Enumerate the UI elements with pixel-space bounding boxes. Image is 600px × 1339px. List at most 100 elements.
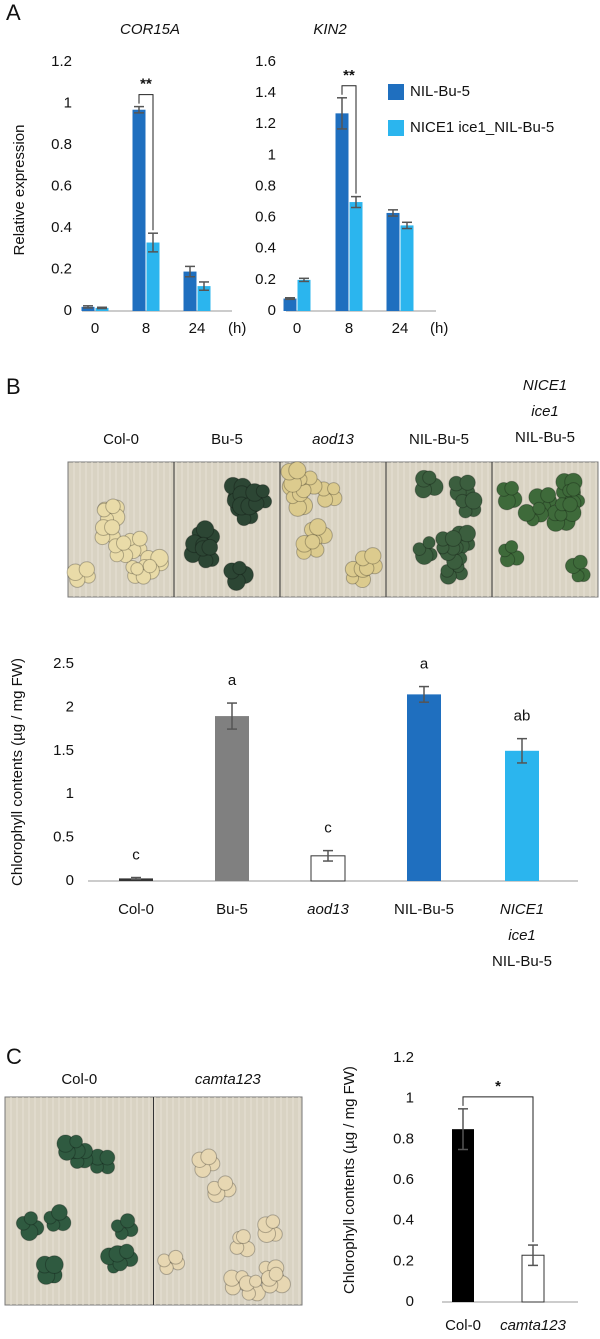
bar [283,298,297,311]
x-tick-label: 8 [345,320,353,337]
plant-leaf [288,461,307,480]
panel-label: A [6,0,21,25]
plant-leaf [232,560,247,576]
legend-swatch [388,84,404,100]
y-tick-label: 2.5 [53,655,74,672]
error-bar [402,221,412,230]
error-bar [148,232,158,253]
legend-label: NIL-Bu-5 [410,83,470,100]
error-bar [285,297,295,301]
plant-leaf [532,501,546,515]
legend-swatch [388,120,404,136]
plant-leaf [119,1243,135,1259]
plant-leaf [444,529,462,547]
bar [215,716,249,881]
y-tick-label: 1 [66,785,74,802]
plant-leaf [44,1255,64,1275]
bar [452,1129,474,1302]
y-tick-label: 0.8 [51,136,72,153]
chart-title: KIN2 [313,21,347,38]
significance-letter: c [132,846,140,863]
y-tick-label: 0.6 [393,1171,414,1188]
plant-leaf [201,538,219,556]
bar [407,694,441,881]
plant-leaf [540,487,557,504]
photo-label: NIL-Bu-5 [409,431,469,448]
x-tick-label: NICE1 ice1 NIL-Bu-5 [492,901,552,970]
legend-label: NICE1 ice1_NIL-Bu-5 [410,119,554,136]
plant-leaf [115,535,132,551]
y-tick-label: 1.2 [51,53,72,70]
plant-leaf [364,547,382,565]
plant-leaf [131,530,148,547]
x-tick-label: 24 [189,320,206,337]
error-bar [388,209,398,217]
plant-leaf [105,498,121,515]
plant-leaf [504,480,520,496]
plant-leaf [69,1134,83,1149]
bar [400,225,414,311]
bar [197,286,211,311]
x-tick-label: Bu-5 [216,901,248,918]
significance-letter: ab [514,708,531,725]
error-bar [97,306,107,310]
photo-label: camta123 [195,1071,262,1088]
error-bar [419,685,429,703]
photo-label: Col-0 [103,431,139,448]
y-tick-label: 1.2 [393,1049,414,1066]
y-tick-label: 0.2 [393,1252,414,1269]
y-tick-label: 0.4 [393,1212,414,1229]
y-tick-label: 1.4 [255,84,276,101]
y-tick-label: 0.4 [51,219,72,236]
bar [349,202,363,311]
y-tick-label: 0 [268,302,276,319]
photo-label: Bu-5 [211,431,243,448]
significance-label: ** [343,67,355,84]
y-tick-label: 1 [64,94,72,111]
y-tick-label: 1 [268,146,276,163]
x-unit-label: (h) [430,320,448,337]
plant-leaf [78,561,95,578]
plant-leaf [309,518,327,536]
y-tick-label: 0.2 [255,271,276,288]
y-tick-label: 0.2 [51,260,72,277]
plant-leaf [119,1213,136,1229]
plant-leaf [562,496,578,513]
plant-leaf [200,1148,218,1166]
plant-leaf [168,1249,184,1265]
x-tick-label: aod13 [307,901,349,918]
error-bar [337,97,347,130]
y-tick-label: 0.6 [255,209,276,226]
plant-leaf [422,470,437,485]
error-bar [528,1244,538,1267]
y-tick-label: 1.2 [255,115,276,132]
significance-bracket [138,94,154,231]
x-tick-label: 24 [392,320,409,337]
plant-leaf [422,536,436,550]
y-tick-label: 1.6 [255,53,276,70]
significance-letter: a [228,672,237,689]
error-bar [185,265,195,278]
y-tick-label: 0 [406,1293,414,1310]
bar [95,307,109,311]
x-unit-label: (h) [228,320,246,337]
plant-leaf [268,1266,284,1282]
plant-leaf [249,1274,263,1288]
error-bar [351,195,361,209]
error-bar [199,281,209,291]
y-axis-label: Chlorophyll contents (µg / mg FW) [341,1066,358,1294]
y-tick-label: 2 [66,698,74,715]
y-tick-label: 0.8 [255,177,276,194]
significance-letter: a [420,656,429,673]
x-tick-label: NIL-Bu-5 [394,901,454,918]
x-tick-label: 8 [142,320,150,337]
panel-label: B [6,374,21,399]
plant-leaf [504,540,519,554]
error-bar [517,737,527,764]
plant-leaf [104,519,121,536]
error-bar [323,849,333,862]
bar [297,279,311,311]
photo-label: NICE1 ice1 NIL-Bu-5 [515,377,575,446]
y-tick-label: 0 [66,872,74,889]
